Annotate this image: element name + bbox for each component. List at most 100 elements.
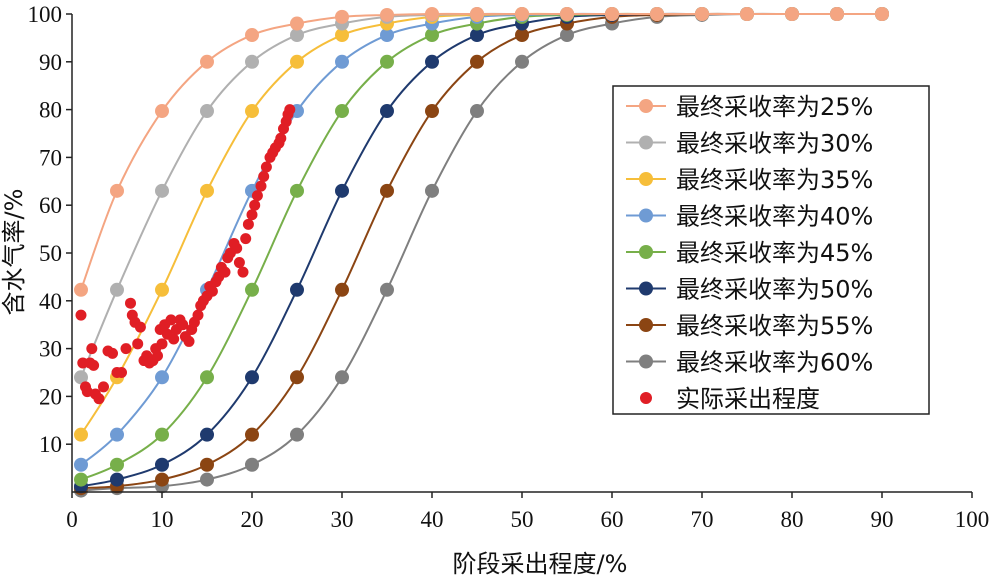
series-point bbox=[290, 183, 304, 198]
actual-point bbox=[177, 319, 189, 331]
series-point bbox=[380, 28, 394, 43]
legend-label: 最终采收率为40% bbox=[676, 203, 873, 231]
series-point bbox=[290, 282, 304, 297]
series-point bbox=[74, 472, 88, 487]
series-point bbox=[200, 183, 214, 198]
legend-swatch-marker bbox=[639, 172, 653, 186]
actual-point bbox=[249, 199, 261, 211]
actual-point bbox=[120, 343, 132, 355]
x-tick-label: 100 bbox=[955, 507, 990, 532]
legend-item: 最终采收率为45% bbox=[626, 239, 873, 267]
x-tick-label: 40 bbox=[421, 507, 444, 532]
series-point bbox=[245, 370, 259, 385]
y-tick-label: 10 bbox=[39, 432, 62, 457]
series-point bbox=[740, 7, 754, 21]
actual-point bbox=[86, 343, 98, 355]
series-point bbox=[110, 282, 124, 297]
legend-swatch-marker bbox=[639, 245, 653, 259]
series-point bbox=[470, 54, 484, 69]
y-tick-label: 50 bbox=[39, 241, 62, 266]
series-point bbox=[110, 183, 124, 198]
actual-point bbox=[251, 190, 263, 202]
series-point bbox=[74, 370, 88, 385]
legend-item: 最终采收率为50% bbox=[626, 276, 873, 304]
series-point bbox=[425, 104, 439, 119]
actual-point bbox=[240, 233, 252, 245]
legend-swatch-marker bbox=[639, 135, 653, 150]
series-point bbox=[335, 28, 349, 43]
legend-swatch-marker bbox=[639, 99, 653, 113]
series-point bbox=[110, 472, 124, 487]
actual-point bbox=[275, 132, 287, 144]
legend-swatch-marker bbox=[639, 354, 653, 369]
actual-point bbox=[258, 171, 270, 183]
legend-item: 最终采收率为35% bbox=[626, 166, 873, 194]
series-point bbox=[245, 457, 259, 472]
y-tick-label: 30 bbox=[39, 337, 62, 362]
legend-swatch-marker bbox=[639, 318, 653, 332]
series-point bbox=[290, 427, 304, 442]
legend-label: 最终采收率为35% bbox=[676, 166, 873, 194]
axes: 阶段采出程度/% 含水气率/% 0 10 20 30 40 50 60 70 80 90 100 10… bbox=[0, 2, 989, 578]
y-tick-label: 100 bbox=[28, 2, 63, 27]
y-tick-label: 60 bbox=[39, 193, 62, 218]
actual-point bbox=[192, 309, 204, 321]
y-tick-label: 40 bbox=[39, 289, 62, 314]
actual-point bbox=[134, 321, 146, 333]
actual-point bbox=[88, 359, 100, 371]
series-point bbox=[515, 28, 529, 43]
plot-area bbox=[74, 7, 889, 498]
series-point bbox=[200, 370, 214, 385]
series-point bbox=[245, 54, 259, 69]
series-point bbox=[875, 7, 889, 21]
legend-box bbox=[612, 85, 930, 415]
series-point bbox=[245, 104, 259, 119]
series-1 bbox=[74, 7, 889, 297]
legend-label: 最终采收率为50% bbox=[676, 276, 873, 304]
series-point bbox=[425, 54, 439, 69]
y-tick-label: 80 bbox=[39, 98, 62, 123]
legend-label: 最终采收率为45% bbox=[676, 239, 873, 267]
series-point bbox=[425, 28, 439, 43]
series-point bbox=[110, 457, 124, 472]
x-tick-label: 60 bbox=[601, 507, 624, 532]
series-point bbox=[290, 54, 304, 69]
series-point bbox=[425, 7, 439, 21]
series-point bbox=[380, 104, 394, 119]
legend-item: 最终采收率为30% bbox=[626, 130, 873, 158]
series-point bbox=[290, 16, 304, 31]
series-point bbox=[470, 104, 484, 119]
actual-point bbox=[237, 266, 249, 278]
legend-swatch-marker bbox=[639, 208, 653, 223]
series-point bbox=[200, 427, 214, 442]
x-tick-label: 70 bbox=[691, 507, 714, 532]
series-point bbox=[155, 104, 169, 119]
x-tick-label: 10 bbox=[151, 507, 174, 532]
series-point bbox=[74, 427, 88, 442]
series-point bbox=[380, 54, 394, 69]
series-point bbox=[380, 7, 394, 22]
series-point bbox=[155, 457, 169, 472]
series-point bbox=[245, 282, 259, 297]
series-point bbox=[425, 183, 439, 198]
series-point bbox=[335, 9, 349, 24]
x-tick-label: 80 bbox=[781, 507, 804, 532]
x-axis-title: 阶段采出程度/% bbox=[453, 550, 628, 578]
series-point bbox=[785, 7, 799, 21]
legend-label: 最终采收率为30% bbox=[676, 130, 873, 158]
series-point bbox=[560, 7, 574, 21]
series-point bbox=[335, 54, 349, 69]
actual-point bbox=[98, 381, 109, 393]
series-point bbox=[200, 472, 214, 487]
series-point bbox=[245, 427, 259, 442]
series-point bbox=[335, 282, 349, 297]
actual-point bbox=[246, 209, 258, 221]
x-tick-label: 30 bbox=[331, 507, 354, 532]
actual-point bbox=[75, 309, 87, 321]
actual-point bbox=[168, 333, 180, 345]
actual-series bbox=[75, 104, 296, 405]
series-point bbox=[200, 104, 214, 119]
actual-point bbox=[242, 218, 254, 230]
actual-point bbox=[156, 338, 168, 350]
actual-point bbox=[132, 338, 144, 350]
